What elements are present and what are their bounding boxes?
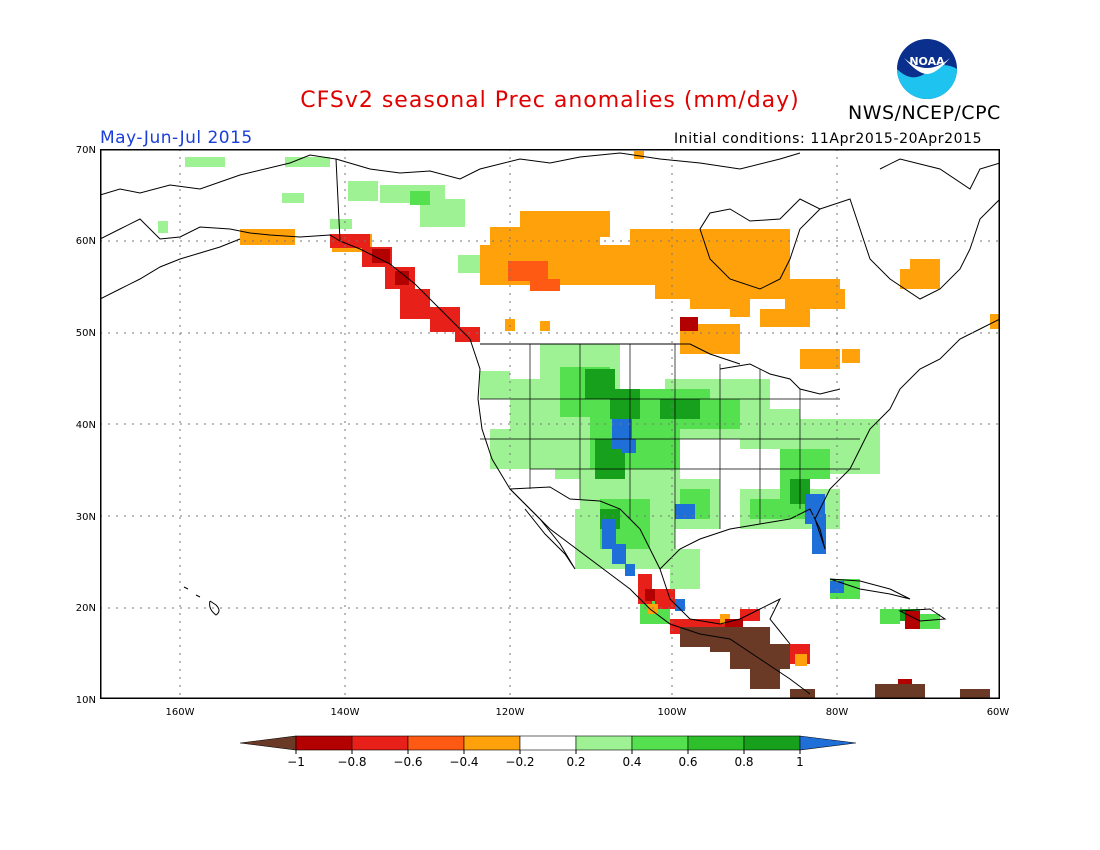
map-border — [100, 149, 1000, 699]
anomaly-map — [100, 149, 1000, 699]
agency-label: NWS/NCEP/CPC — [848, 102, 1001, 124]
lon-axis: 160W 140W 120W 100W 80W 60W — [166, 707, 1010, 718]
lat-lon-grid — [100, 149, 1000, 699]
colorbar-label: −0.2 — [505, 755, 534, 769]
season-label: May-Jun-Jul 2015 — [100, 128, 253, 148]
colorbar-swatch — [575, 735, 633, 751]
lat-label: 30N — [76, 512, 96, 523]
colorbar-label: −0.6 — [393, 755, 422, 769]
lon-label: 120W — [496, 707, 525, 718]
colorbar-swatch — [239, 735, 297, 751]
lat-label: 60N — [76, 236, 96, 247]
lat-label: 70N — [76, 145, 96, 156]
colorbar-label: 0.2 — [566, 755, 585, 769]
coastlines — [100, 152, 1000, 695]
colorbar-label: −0.8 — [337, 755, 366, 769]
lat-axis: 70N 60N 50N 40N 30N 20N 10N — [76, 145, 96, 706]
lat-label: 40N — [76, 420, 96, 431]
colorbar-label: 0.6 — [678, 755, 697, 769]
colorbar-swatch — [407, 735, 465, 751]
lon-label: 100W — [658, 707, 687, 718]
lon-label: 140W — [331, 707, 360, 718]
colorbar-swatch — [743, 735, 801, 751]
colorbar-label: 1 — [796, 755, 804, 769]
lat-label: 20N — [76, 603, 96, 614]
colorbar-label: −1 — [287, 755, 305, 769]
colorbar-label: 0.4 — [622, 755, 641, 769]
lon-label: 80W — [826, 707, 849, 718]
colorbar-label: 0.8 — [734, 755, 753, 769]
lon-label: 160W — [166, 707, 195, 718]
noaa-logo: NOAA — [897, 39, 957, 99]
colorbar-label: −0.4 — [449, 755, 478, 769]
colorbar-swatch — [295, 735, 353, 751]
lat-label: 50N — [76, 328, 96, 339]
colorbar: −1 −0.8 −0.6 −0.4 −0.2 0.2 0.4 0.6 0.8 1 — [239, 735, 857, 769]
lon-label: 60W — [987, 707, 1010, 718]
colorbar-swatch — [351, 735, 409, 751]
svg-text:NOAA: NOAA — [909, 55, 945, 68]
colorbar-swatch — [631, 735, 689, 751]
initial-conditions-label: Initial conditions: 11Apr2015-20Apr2015 — [674, 131, 983, 147]
colorbar-swatch — [519, 735, 577, 751]
colorbar-swatch — [687, 735, 745, 751]
colorbar-swatch — [799, 735, 857, 751]
anomaly-fields — [158, 151, 1000, 699]
chart-title: CFSv2 seasonal Prec anomalies (mm/day) — [300, 88, 800, 113]
lat-label: 10N — [76, 695, 96, 706]
colorbar-swatch — [463, 735, 521, 751]
